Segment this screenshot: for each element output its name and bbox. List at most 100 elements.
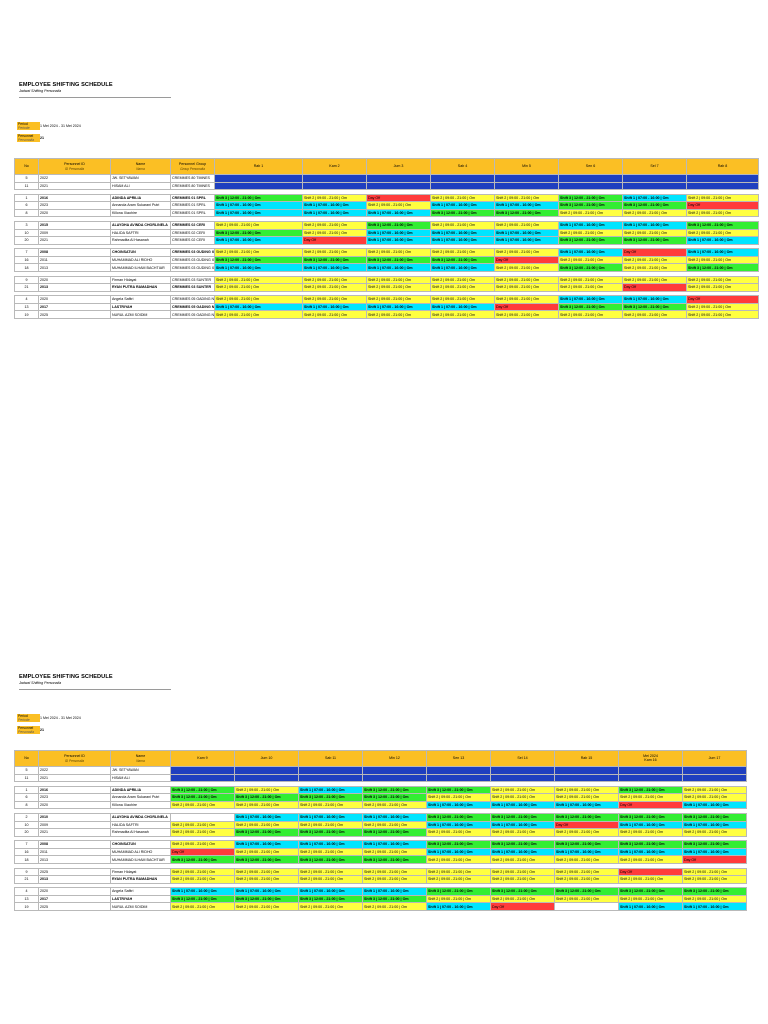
cell-name: Firman Hidayat bbox=[110, 275, 171, 285]
shift-cell bbox=[686, 181, 759, 191]
period-label: Period bbox=[18, 714, 28, 718]
cell-personnel-id: 2020 bbox=[38, 295, 111, 304]
shift-cell: Shift 2 | 09:00 - 21:00 | Om bbox=[298, 875, 363, 884]
shift-cell: Shift 1 | 07:00 - 16:00 | Om bbox=[682, 847, 747, 857]
shift-cell: Shift 2 | 09:00 - 21:00 | Om bbox=[170, 800, 235, 810]
shift-cell: Shift 1 | 07:00 - 16:00 | Om bbox=[430, 228, 495, 238]
personnel-label-alt: Personalia bbox=[18, 138, 35, 142]
shift-cell: Shift 1 | 07:00 - 16:00 | Om bbox=[298, 840, 363, 849]
shift-cell: Shift 3 | 12:00 - 21:00 | Om bbox=[426, 785, 491, 795]
period-label-box: Period Periode bbox=[17, 122, 40, 130]
table-row: 20 2021 Rahmadita Al Hasanah Shift 2 | 09:0… bbox=[14, 828, 747, 837]
shift-cell: Shift 1 | 07:00 - 16:00 | Om bbox=[430, 201, 495, 210]
shift-cell: Shift 2 | 09:00 - 21:00 | Om bbox=[362, 820, 427, 830]
day-header: Min 5 bbox=[494, 158, 559, 175]
shift-cell bbox=[686, 174, 759, 183]
shift-cell: Shift 2 | 09:00 - 21:00 | Om bbox=[366, 283, 431, 292]
shift-cell: Shift 2 | 09:00 - 21:00 | Om bbox=[214, 310, 303, 319]
cell-name: CHOINSATUN bbox=[110, 840, 171, 849]
shift-cell: Shift 3 | 12:00 - 21:00 | Om bbox=[558, 201, 623, 210]
cell-no: 8 bbox=[14, 800, 39, 810]
shift-cell: Shift 1 | 07:00 - 16:00 | Om bbox=[302, 302, 367, 312]
cell-group: CREMMES 05 GADING NIAS bbox=[170, 302, 215, 312]
cell-group: CREMMES 03 SUNTER bbox=[170, 283, 215, 292]
shift-cell: Shift 3 | 12:00 - 21:00 | Om bbox=[170, 855, 235, 865]
shift-cell: Shift 3 | 12:00 - 21:00 | Om bbox=[170, 785, 235, 795]
shift-cell: Shift 3 | 12:00 - 21:00 | Om bbox=[170, 894, 235, 904]
shift-cell: Shift 2 | 09:00 - 21:00 | Om bbox=[366, 295, 431, 304]
personnel-label: Personnel bbox=[18, 726, 34, 730]
cell-personnel-id: 2008 bbox=[38, 840, 111, 849]
shift-cell: Shift 3 | 12:00 - 21:00 | Om bbox=[554, 887, 619, 896]
cell-no: 1 bbox=[14, 785, 39, 795]
schedule-page-1: EMPLOYEE SHIFTING SCHEDULE Jadwal Shifti… bbox=[14, 80, 759, 340]
shift-cell: Shift 2 | 09:00 - 21:00 | Om bbox=[554, 875, 619, 884]
cell-group: CREMMES 01 SPRL bbox=[170, 201, 215, 210]
col-no: No bbox=[14, 750, 39, 767]
cell-personnel-id: 2021 bbox=[38, 828, 111, 837]
cell-group: CREMMES 01 SPRL bbox=[170, 208, 215, 218]
cell-no: 1 bbox=[14, 193, 39, 203]
table-row: 21 2013 RYAN PUTRA RAMADHAN Shift 2 | 09:00… bbox=[14, 875, 747, 884]
shift-cell: Shift 2 | 09:00 - 21:00 | Om bbox=[426, 867, 491, 877]
shift-cell: Shift 2 | 09:00 - 21:00 | Om bbox=[622, 228, 687, 238]
shift-cell: Shift 2 | 09:00 - 21:00 | Om bbox=[234, 785, 299, 795]
cell-no: 6 bbox=[14, 793, 39, 802]
cell-group: CREMMES 80 TIMNES bbox=[170, 174, 215, 183]
day-header: Sab 11 bbox=[298, 750, 363, 767]
cell-group: CREMMES 80 TIMNES bbox=[170, 181, 215, 191]
shift-cell: Shift 2 | 09:00 - 21:00 | Om bbox=[170, 875, 235, 884]
cell-no: 10 bbox=[14, 228, 39, 238]
day-off-cell: Day Off bbox=[490, 766, 555, 775]
shift-cell: Shift 2 | 09:00 - 21:00 | Om bbox=[426, 793, 491, 802]
shift-cell: Shift 2 | 09:00 - 21:00 | Om bbox=[430, 193, 495, 203]
cell-name: Firman Hidayat bbox=[110, 867, 171, 877]
cell-group: CREMMES 02 CERI bbox=[170, 236, 215, 245]
shift-cell: Shift 2 | 09:00 - 21:00 | Om bbox=[426, 828, 491, 837]
shift-cell: Shift 3 | 12:00 - 21:00 | Om bbox=[682, 840, 747, 849]
cell-personnel-id: 2020 bbox=[38, 800, 111, 810]
shift-cell: Shift 3 | 12:00 - 21:00 | Om bbox=[366, 220, 431, 230]
cell-name: ALAYDHA AVINDA CHORLINELA bbox=[110, 812, 171, 822]
day-off-cell: Day Off bbox=[494, 255, 559, 265]
cell-no: 2 bbox=[14, 812, 39, 822]
shift-cell: Shift 3 | 12:00 - 21:00 | Om bbox=[366, 255, 431, 265]
title-divider bbox=[19, 97, 171, 98]
table-row: 5 2022 JW. SETYAWAN CREMMES 80 TIMNES bbox=[14, 174, 759, 183]
shift-cell bbox=[362, 766, 427, 775]
shift-cell: Shift 2 | 09:00 - 21:00 | Om bbox=[234, 902, 299, 911]
day-header: Jum 10 bbox=[234, 750, 299, 767]
col-personnel-id: Personnel ID ID Personalia bbox=[38, 750, 111, 767]
cell-name: Angela Safitri bbox=[110, 887, 171, 896]
col-no: No bbox=[14, 158, 39, 175]
shift-table-1: No Personnel ID ID Personalia Name Nama Pe… bbox=[14, 158, 759, 319]
shift-cell: Shift 2 | 09:00 - 21:00 | Om bbox=[214, 283, 303, 292]
shift-cell: Shift 2 | 09:00 - 21:00 | Om bbox=[366, 201, 431, 210]
shift-cell: Shift 3 | 12:00 - 21:00 | Om bbox=[426, 812, 491, 822]
cell-group: CREMMES 03 GUDING ICON bbox=[170, 248, 215, 257]
shift-cell: Shift 2 | 09:00 - 21:00 | Om bbox=[618, 793, 683, 802]
table-row: 13 2017 LASTRIYAH Shift 3 | 12:00 - 21:00 |… bbox=[14, 894, 747, 904]
shift-cell: Shift 2 | 09:00 - 21:00 | Om bbox=[558, 283, 623, 292]
cell-personnel-id: 2009 bbox=[38, 820, 111, 830]
table-row: 21 2013 RYAN PUTRA RAMADHAN CREMMES 03 SUNT… bbox=[14, 283, 759, 292]
shift-cell: Shift 3 | 12:00 - 21:00 | Om bbox=[430, 208, 495, 218]
shift-cell: Shift 2 | 09:00 - 21:00 | Om bbox=[494, 295, 559, 304]
shift-cell: Shift 1 | 07:00 - 16:00 | Om bbox=[618, 820, 683, 830]
col-name: Name Nama bbox=[110, 750, 171, 767]
shift-cell: Shift 3 | 12:00 - 21:00 | Om bbox=[490, 840, 555, 849]
cell-group: CREMMES 05 GADING NIAS bbox=[170, 295, 215, 304]
cell-no: 13 bbox=[14, 894, 39, 904]
shift-cell: Shift 2 | 09:00 - 21:00 | Om bbox=[302, 228, 367, 238]
shift-cell: Shift 1 | 07:00 - 16:00 | Om bbox=[170, 887, 235, 896]
cell-personnel-id: 2023 bbox=[38, 793, 111, 802]
cell-group: CREMMES 02 CERI bbox=[170, 228, 215, 238]
shift-cell: Shift 3 | 12:00 - 21:00 | Om bbox=[430, 255, 495, 265]
shift-cell: Shift 1 | 07:00 - 16:00 | Om bbox=[494, 236, 559, 245]
shift-cell: Shift 1 | 07:00 - 16:00 | Om bbox=[554, 847, 619, 857]
shift-cell: Shift 2 | 09:00 - 21:00 | Om bbox=[618, 828, 683, 837]
cell-no: 16 bbox=[14, 847, 39, 857]
shift-cell: Shift 2 | 09:00 - 21:00 | Om bbox=[686, 255, 759, 265]
shift-cell: Shift 2 | 09:00 - 21:00 | Om bbox=[302, 193, 367, 203]
